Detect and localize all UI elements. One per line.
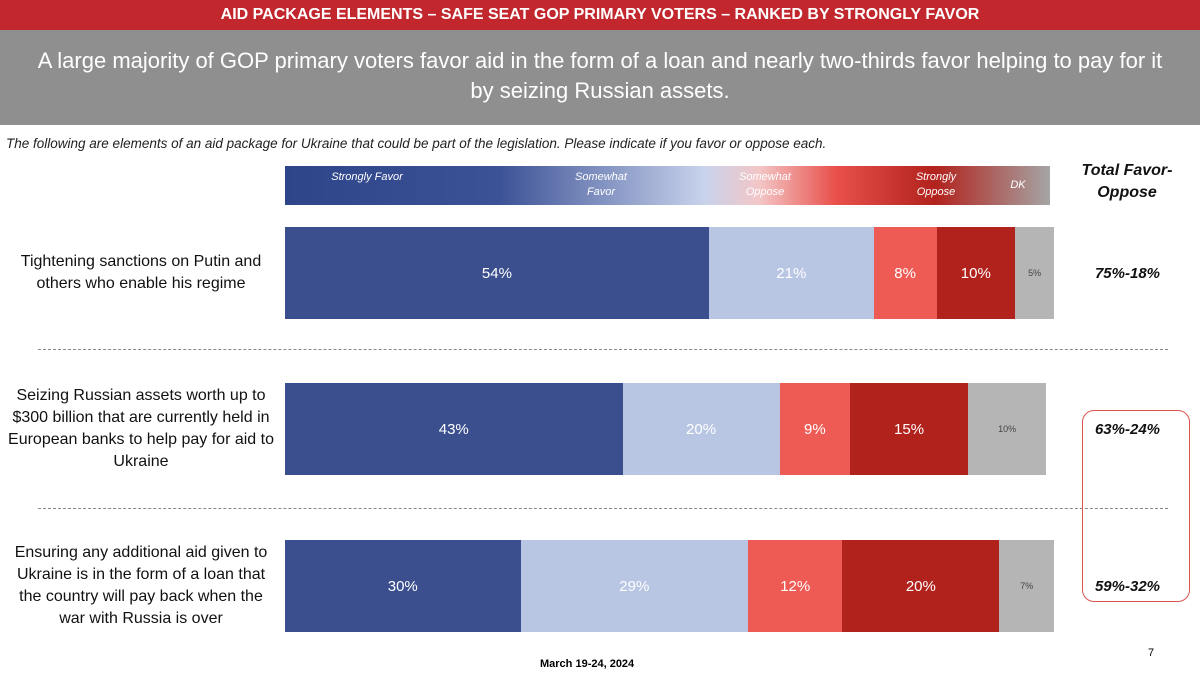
value-label: 20% [686,420,717,438]
legend-bar [285,166,1050,205]
total-label: 59%-32% [1094,577,1161,595]
value-label: 10% [998,424,1017,434]
value-label: 21% [776,264,807,282]
divider [38,508,1168,509]
category-label: Seizing Russian assets worth up to $300 … [8,387,274,470]
value-label: 15% [894,420,925,438]
category-label: Tightening sanctions on Putin and others… [20,253,262,292]
legend-label: Somewhat Favor [575,171,627,198]
value-label: 30% [387,577,418,595]
value-label: 5% [1028,268,1042,278]
bar-segment: 29% [520,540,749,632]
legend-label: Strongly Oppose [915,171,957,198]
bar-segment: 30% [285,540,521,632]
value-label: 43% [438,420,469,438]
bar-segment: 20% [842,540,1000,632]
highlight-box [1082,410,1190,602]
value-label: 7% [1020,581,1034,591]
value-label: 9% [804,420,826,438]
banner: AID PACKAGE ELEMENTS – SAFE SEAT GOP PRI… [0,0,1200,30]
totals-title: Total Favor-Oppose [1081,162,1173,201]
bar-segment: 54% [285,227,709,319]
value-label: 8% [894,264,916,282]
page-number: 7 [1148,647,1155,659]
bar-segment: 20% [622,383,780,475]
divider [38,349,1168,350]
bar-segment: 12% [748,540,843,632]
total-label: 63%-24% [1094,420,1161,438]
question: The following are elements of an aid pac… [6,136,827,151]
bar-segment: 43% [285,383,623,475]
value-label: 12% [780,577,811,595]
legend-label: Strongly Favor [331,171,403,183]
value-label: 10% [960,264,991,282]
legend-label: Somewhat Oppose [739,171,791,198]
bar-segment: 15% [850,383,968,475]
legend-label: DK [1010,179,1026,191]
bar-segment: 10% [936,227,1016,319]
value-label: 29% [619,577,650,595]
value-label: 54% [481,264,512,282]
bar-segment: 5% [1015,227,1055,319]
bar-segment: 10% [967,383,1047,475]
bar-segment: 8% [873,227,937,319]
bar-segment: 7% [999,540,1055,632]
category-label: Ensuring any additional aid given to Ukr… [14,544,268,627]
headline: A large majority of GOP primary voters f… [0,30,1200,125]
footer-date: March 19-24, 2024 [540,658,635,670]
bar-segment: 9% [779,383,851,475]
value-label: 20% [905,577,936,595]
total-label: 75%-18% [1094,264,1161,282]
bar-segment: 21% [708,227,874,319]
